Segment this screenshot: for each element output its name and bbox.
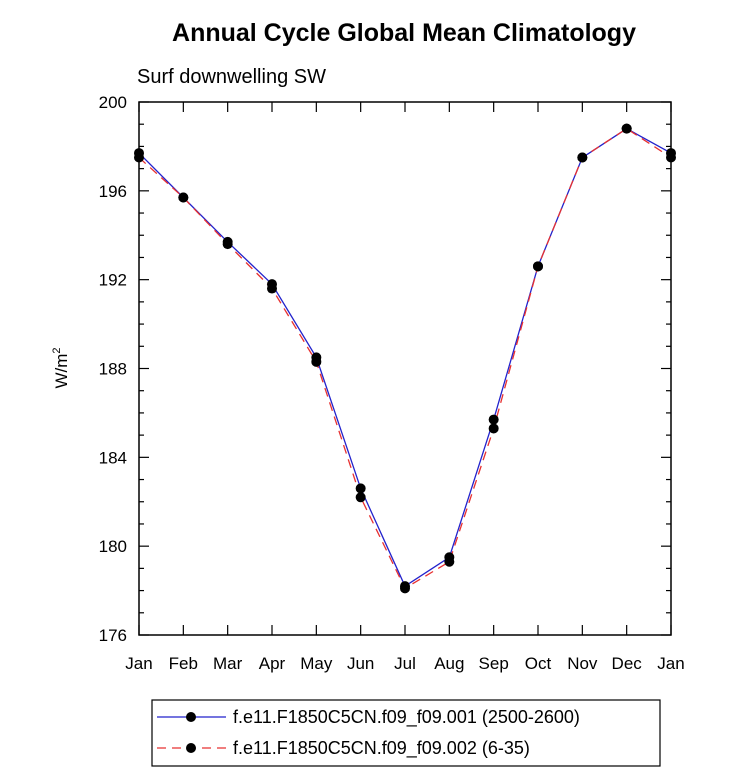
x-axis: Jan Feb Mar Apr May Jun Jul Aug Sep Oct Nov Dec Jan xyxy=(125,102,685,673)
series-1-point xyxy=(488,414,499,425)
y-tick-label: 184 xyxy=(99,448,127,467)
series-2-point xyxy=(222,239,233,250)
series-2-point xyxy=(666,152,676,163)
y-tick-label: 176 xyxy=(99,626,127,645)
y-tick-label: 192 xyxy=(99,271,127,290)
series-1-point xyxy=(355,483,366,494)
y-tick-label: 188 xyxy=(99,360,127,379)
x-tick-label: May xyxy=(300,654,333,673)
y-axis-label-base: W/m xyxy=(52,354,71,389)
x-tick-label: Dec xyxy=(612,654,643,673)
y-tick-label: 180 xyxy=(99,537,127,556)
x-tick-label: Mar xyxy=(213,654,243,673)
x-tick-label: Aug xyxy=(434,654,464,673)
series-2-point xyxy=(178,192,189,203)
x-tick-label: Feb xyxy=(169,654,198,673)
series-line-1 xyxy=(138,127,672,588)
series-2-point xyxy=(311,356,322,367)
series-2-point xyxy=(577,152,588,163)
legend: f.e11.F1850C5CN.f09_f09.001 (2500-2600) … xyxy=(151,699,661,767)
series-2-point xyxy=(400,583,410,594)
y-axis-label: W/m2 xyxy=(51,347,71,388)
series-2-point xyxy=(267,283,277,294)
x-tick-label: Jul xyxy=(394,654,416,673)
series-2-point xyxy=(355,492,366,503)
series-2-point xyxy=(533,261,543,272)
x-tick-label: Oct xyxy=(525,654,552,673)
x-tick-label: Jan xyxy=(657,654,684,673)
legend-label-series-1: f.e11.F1850C5CN.f09_f09.001 (2500-2600) xyxy=(233,707,580,728)
chart-title: Annual Cycle Global Mean Climatology xyxy=(172,19,636,47)
plot-series xyxy=(134,123,676,594)
legend-marker-series-1 xyxy=(186,712,196,722)
series-line-2 xyxy=(138,127,672,590)
legend-label-series-2: f.e11.F1850C5CN.f09_f09.002 (6-35) xyxy=(233,738,530,759)
x-tick-label: Nov xyxy=(567,654,598,673)
series-2-point xyxy=(134,152,144,163)
x-tick-label: Jan xyxy=(125,654,152,673)
plot-frame xyxy=(138,101,672,636)
y-axis: 176 180 184 188 192 196 200 xyxy=(99,93,671,645)
x-tick-label: Sep xyxy=(479,654,509,673)
legend-marker-series-2 xyxy=(186,743,196,753)
legend-box xyxy=(151,699,661,767)
y-axis-label-exponent: 2 xyxy=(51,347,63,353)
x-tick-label: Apr xyxy=(259,654,286,673)
series-2-point xyxy=(444,556,455,567)
series-2-point xyxy=(488,423,499,434)
series-2-point xyxy=(621,123,632,134)
chart-subtitle: Surf downwelling SW xyxy=(137,66,326,88)
y-tick-label: 196 xyxy=(99,182,127,201)
x-tick-label: Jun xyxy=(347,654,374,673)
y-tick-label: 200 xyxy=(99,93,127,112)
